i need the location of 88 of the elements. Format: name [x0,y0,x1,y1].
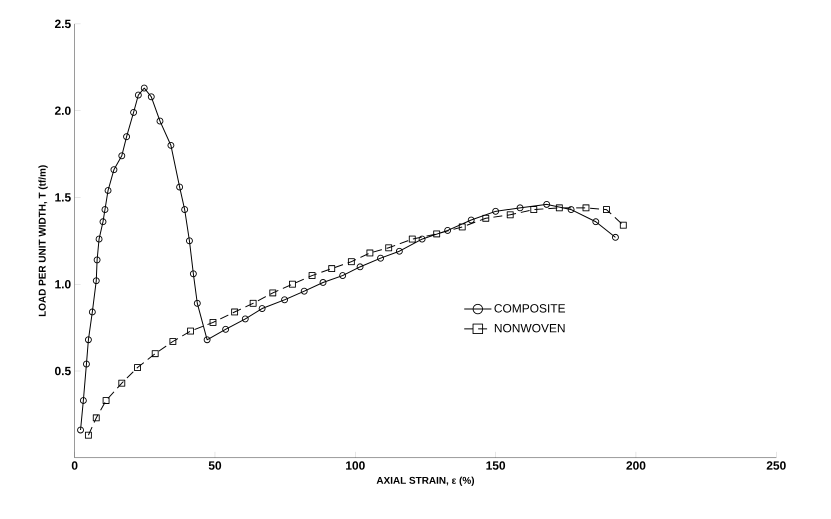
y-tick-label: 2.0 [54,106,71,115]
x-tick-label: 150 [486,461,506,470]
point [231,308,238,316]
point [77,426,84,434]
point [492,208,500,215]
point [348,258,355,265]
point [222,326,230,333]
point [385,244,392,251]
point [210,318,216,326]
point [258,304,266,312]
point [104,186,112,194]
point [190,270,197,278]
point [100,218,106,225]
point [320,278,326,286]
point [444,226,452,234]
point [118,379,126,386]
point [84,336,92,343]
point [281,296,288,304]
point [80,396,87,404]
point [94,256,101,264]
x-tick-label: 200 [626,461,646,470]
point [543,200,550,208]
x-tick-label: 250 [766,461,786,470]
point [300,287,308,294]
point [130,108,138,116]
point [582,204,590,212]
point [118,152,126,159]
point [516,204,524,212]
point [169,338,176,345]
point [123,133,130,140]
point [603,206,610,213]
point [468,216,475,224]
point [102,206,108,213]
point [592,218,600,225]
point [167,142,174,149]
y-tick-label: 1.0 [55,280,71,288]
x-tick-label: 0 [72,461,78,470]
point [396,248,403,254]
point [110,166,118,173]
point [148,93,155,100]
point [242,315,249,322]
point [176,183,184,190]
point [418,235,426,242]
point [482,214,490,222]
x-tick-label: 50 [208,461,222,470]
y-tick-label: 0.5 [55,366,71,375]
point [620,222,627,228]
point [308,272,316,279]
point [458,223,466,230]
point [288,280,296,288]
point [181,206,188,213]
point [92,277,100,284]
y-tick-label: 1.5 [55,193,71,202]
point [96,235,103,242]
point [433,230,440,238]
point [556,204,563,212]
point [134,91,142,98]
point [88,308,96,316]
point [187,327,194,334]
point [356,263,364,270]
point [156,117,164,124]
point [140,84,148,92]
point [568,206,575,213]
y-axis-title: LOAD PER UNIT WIDTH, T (tf/m) [38,165,48,316]
point [328,264,336,272]
point [506,211,514,218]
point [612,234,619,241]
point [408,235,416,242]
y-tick-label: 2.5 [54,19,71,28]
point [269,289,276,296]
x-axis-title: AXIAL STRAIN, ε (%) [376,476,474,486]
point [377,254,384,262]
point [186,237,193,244]
point [92,414,100,422]
point [152,350,159,357]
legend-label: NONWOVEN [494,324,565,332]
legend-label: COMPOSITE [494,304,566,312]
point [250,300,257,307]
point [204,336,211,343]
point [366,249,374,256]
x-tick-label: 100 [346,461,365,470]
point [134,364,141,371]
point [339,272,346,279]
point [84,432,92,438]
point [102,396,110,404]
point [194,300,201,307]
point [83,360,90,368]
point [530,206,538,213]
